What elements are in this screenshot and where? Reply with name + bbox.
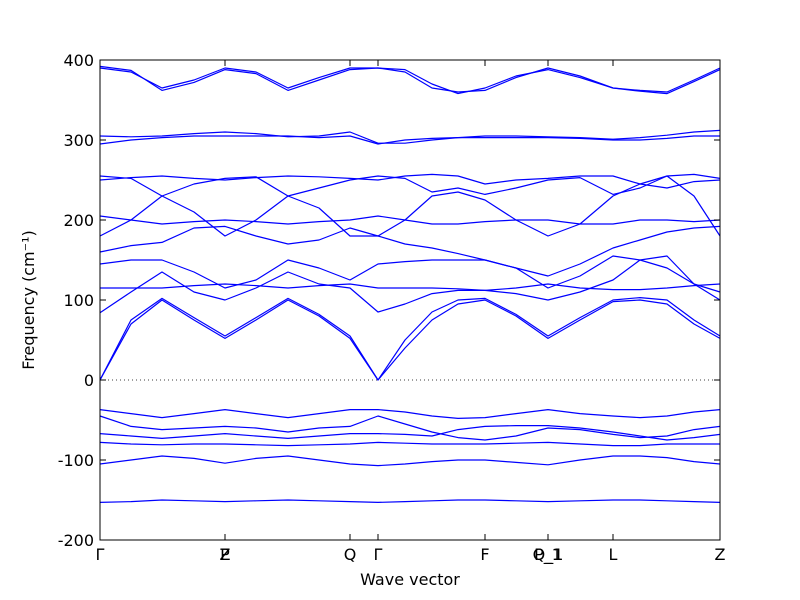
- y-tick-label: 200: [63, 211, 94, 230]
- y-tick-label: 0: [84, 371, 94, 390]
- y-tick-label: 300: [63, 131, 94, 150]
- x-tick-label: F: [480, 545, 489, 564]
- band-line: [99, 299, 721, 381]
- band-line: [100, 283, 721, 291]
- band-line: [99, 255, 721, 314]
- band-line: [99, 129, 721, 144]
- x-tick-label: P_1: [534, 545, 562, 565]
- x-tick-label: Γ: [96, 545, 105, 564]
- y-tick-label: -100: [58, 451, 94, 470]
- y-tick-label: 100: [63, 291, 94, 310]
- band-line: [99, 415, 721, 441]
- band-line: [99, 135, 720, 145]
- band-line: [99, 499, 721, 503]
- band-line: [99, 441, 720, 447]
- x-tick-label: Γ: [374, 545, 383, 564]
- band-line: [99, 425, 721, 441]
- x-axis-label: Wave vector: [360, 570, 460, 589]
- x-tick-label: P: [220, 545, 230, 564]
- plot-frame: [99, 59, 721, 541]
- band-line: [99, 65, 721, 95]
- band-line: [99, 215, 721, 225]
- band-line: [99, 173, 721, 197]
- x-tick-label: Z: [220, 545, 231, 564]
- x-tick-label: L: [609, 545, 618, 564]
- band-line: [99, 225, 721, 277]
- band-line: [99, 255, 721, 293]
- y-tick-label: -200: [58, 531, 94, 550]
- band-line: [99, 175, 721, 237]
- x-tick-label: Q_1: [533, 545, 564, 565]
- x-tick-label: Z: [715, 545, 726, 564]
- band-line: [99, 173, 721, 189]
- y-axis-label: Frequency (cm⁻¹): [19, 230, 38, 369]
- y-tick-label: 400: [63, 51, 94, 70]
- x-tick-label: Q: [344, 545, 357, 564]
- band-line: [99, 297, 721, 381]
- band-line: [99, 455, 721, 467]
- band-line: [99, 409, 721, 419]
